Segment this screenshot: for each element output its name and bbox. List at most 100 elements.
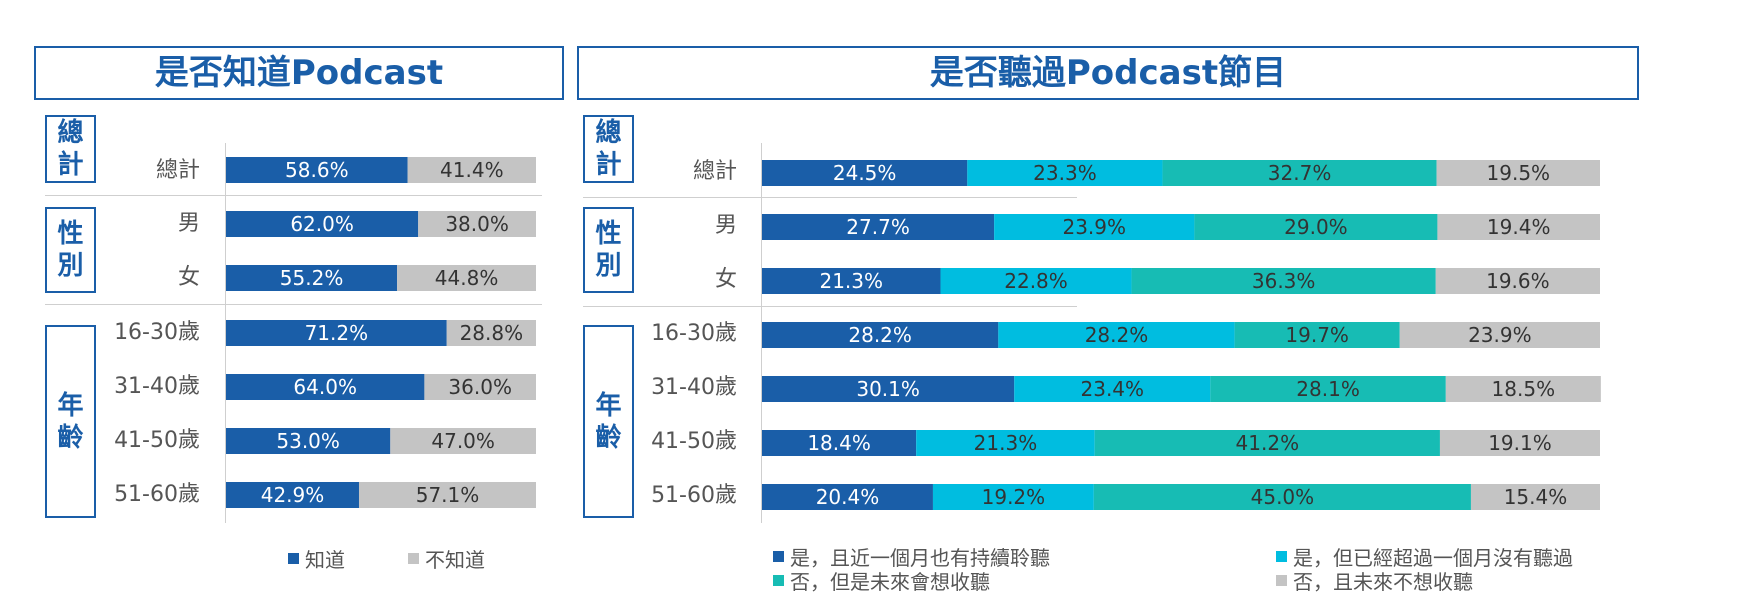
left-bar-segment	[446, 320, 536, 346]
left-group-gender-char1: 性	[57, 219, 84, 249]
left-group-age-char1: 年	[57, 390, 84, 421]
left-bar-value-label: 28.8%	[460, 321, 524, 345]
right-bar-value-label: 22.8%	[1004, 269, 1068, 293]
left-bar-segment	[226, 157, 408, 183]
left-bar-segment	[226, 320, 447, 346]
left-group-age-char2: 齡	[57, 422, 84, 453]
right-bar-segment	[762, 376, 1015, 402]
left-group-gender-char2: 別	[57, 251, 84, 281]
right-bar-segment	[994, 214, 1195, 240]
left-bar-segment	[424, 374, 536, 400]
right-bar-value-label: 24.5%	[833, 161, 897, 185]
left-bar-value-label: 44.8%	[435, 266, 499, 290]
right-group-gender-char2: 別	[595, 251, 622, 281]
right-bar-value-label: 36.3%	[1252, 269, 1316, 293]
right-separator-1	[583, 197, 1077, 198]
right-bar-segment	[762, 268, 941, 294]
left-bar-value-label: 42.9%	[261, 483, 325, 507]
left-row-label: 16-30歲	[114, 320, 200, 345]
left-row-label: 41-50歲	[114, 428, 200, 453]
right-bar-segment	[1210, 376, 1446, 402]
right-bar-segment	[1437, 214, 1600, 240]
legend-label-lapsed: 是，但已經超過一個月沒有聽過	[1293, 546, 1573, 570]
right-bar-segment	[998, 322, 1235, 348]
left-bar-value-label: 71.2%	[305, 321, 369, 345]
left-bar-value-label: 41.4%	[440, 158, 504, 182]
left-bar-segment	[226, 482, 359, 508]
left-group-age: 年 齡	[45, 325, 96, 518]
right-group-total-char1: 總	[595, 118, 622, 148]
legend-label-never: 否，且未來不想收聽	[1293, 570, 1473, 594]
right-panel-title: 是否聽過Podcast節目	[577, 46, 1639, 100]
right-bar-value-label: 19.2%	[982, 485, 1046, 509]
right-bar-segment	[1435, 268, 1600, 294]
legend-swatch-never	[1276, 575, 1287, 586]
left-bar-segment	[397, 265, 536, 291]
left-row-label: 51-60歲	[114, 482, 200, 507]
right-bar-segment	[1439, 430, 1600, 456]
right-bar-segment	[762, 322, 999, 348]
legend-label-future: 否，但是未來會想收聽	[790, 570, 990, 594]
right-group-age: 年 齡	[583, 325, 634, 518]
right-bar-segment	[940, 268, 1132, 294]
right-bar-value-label: 27.7%	[846, 215, 910, 239]
left-bar-segment	[390, 428, 536, 454]
left-bar-value-label: 36.0%	[448, 375, 512, 399]
left-bar-value-label: 53.0%	[276, 429, 340, 453]
right-bar-value-label: 19.4%	[1487, 215, 1551, 239]
legend-label-know: 知道	[305, 548, 345, 572]
right-bar-value-label: 21.3%	[819, 269, 883, 293]
left-bar-segment	[407, 157, 536, 183]
left-row-label: 女	[177, 265, 200, 290]
right-bar-segment	[762, 484, 933, 510]
right-bar-segment	[762, 430, 917, 456]
right-bar-segment	[1131, 268, 1436, 294]
right-bar-segment	[1445, 376, 1601, 402]
left-row-label: 總計	[155, 158, 200, 183]
left-group-total-char2: 計	[57, 150, 84, 180]
left-group-total-char1: 總	[57, 118, 84, 148]
left-bar-segment	[418, 211, 536, 237]
left-legend-item-know: 知道	[288, 544, 345, 573]
right-bar-value-label: 23.9%	[1468, 323, 1532, 347]
left-bar-value-label: 58.6%	[285, 158, 349, 182]
right-bar-segment	[1194, 214, 1438, 240]
legend-swatch-future	[773, 575, 784, 586]
right-bar-value-label: 45.0%	[1251, 485, 1315, 509]
left-bar-value-label: 47.0%	[431, 429, 495, 453]
right-bar-segment	[1470, 484, 1600, 510]
left-bar-value-label: 57.1%	[416, 483, 480, 507]
right-bar-value-label: 20.4%	[816, 485, 880, 509]
right-bar-value-label: 23.9%	[1062, 215, 1126, 239]
right-bar-segment	[1014, 376, 1211, 402]
left-axis-line	[225, 143, 226, 523]
right-bar-segment	[762, 160, 968, 186]
right-group-gender: 性 別	[583, 207, 634, 293]
right-row-label: 女	[714, 267, 737, 292]
right-row-label: 31-40歲	[651, 375, 737, 400]
right-group-age-char1: 年	[595, 390, 622, 421]
legend-swatch-know	[288, 553, 299, 564]
right-bar-segment	[1399, 322, 1600, 348]
left-separator-2	[45, 304, 542, 305]
right-bar-segment	[1093, 484, 1471, 510]
right-bar-value-label: 19.5%	[1487, 161, 1551, 185]
right-group-total-char2: 計	[595, 150, 622, 180]
right-bar-value-label: 23.3%	[1033, 161, 1097, 185]
left-panel-title: 是否知道Podcast	[34, 46, 564, 100]
left-row-label: 男	[177, 211, 200, 236]
right-bar-value-label: 28.2%	[1085, 323, 1149, 347]
right-row-label: 41-50歲	[651, 429, 737, 454]
left-bar-segment	[358, 482, 536, 508]
legend-swatch-not-know	[408, 553, 419, 564]
left-bar-value-label: 38.0%	[445, 212, 509, 236]
right-bar-value-label: 29.0%	[1284, 215, 1348, 239]
right-bar-value-label: 19.6%	[1486, 269, 1550, 293]
right-bar-value-label: 28.2%	[848, 323, 912, 347]
right-bar-segment	[1162, 160, 1437, 186]
right-bar-segment	[967, 160, 1163, 186]
right-row-label: 男	[714, 213, 737, 238]
right-axis-line	[761, 143, 762, 523]
right-bar-segment	[762, 214, 995, 240]
legend-label-not-know: 不知道	[425, 548, 485, 572]
